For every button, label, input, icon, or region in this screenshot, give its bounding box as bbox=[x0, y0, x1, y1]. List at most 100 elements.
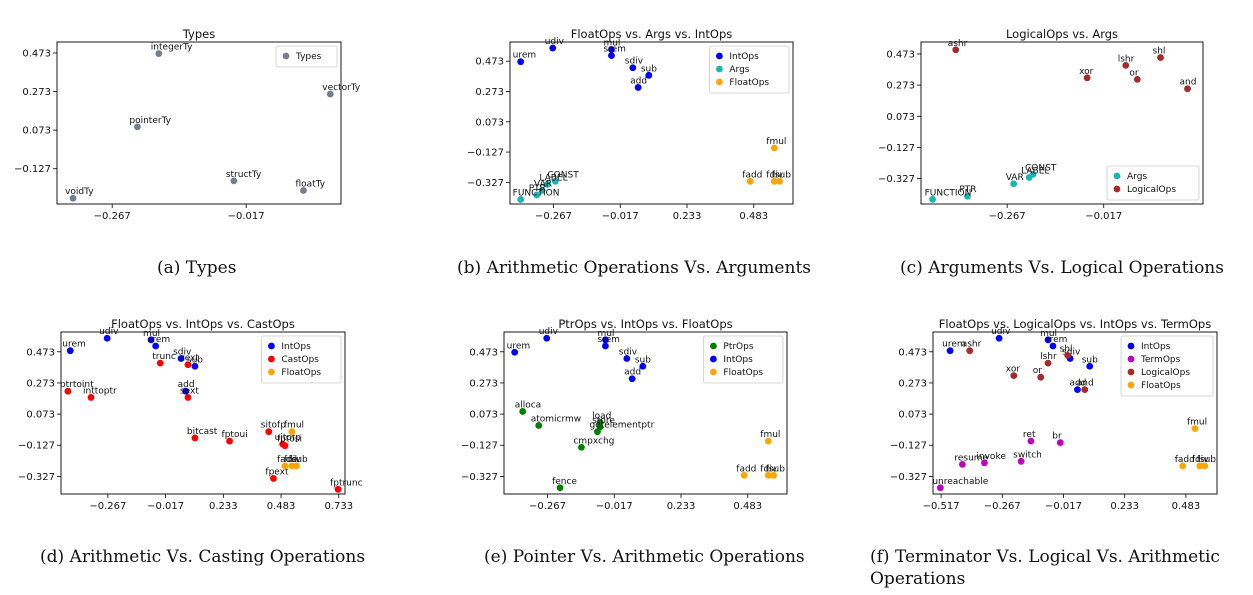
point-label-getelementptr: getelementptr bbox=[589, 421, 654, 431]
point-label-srem: srem bbox=[1045, 335, 1068, 345]
point-inttoptr bbox=[87, 394, 95, 401]
legend-box bbox=[275, 45, 338, 68]
legend-marker-intops bbox=[710, 355, 717, 363]
legend-marker-termops bbox=[1127, 355, 1135, 363]
y-tick-label: 0.073 bbox=[469, 410, 498, 421]
point-label-udiv: udiv bbox=[99, 327, 119, 337]
point-label-sub: sub bbox=[641, 64, 657, 74]
point-label-fence: fence bbox=[552, 477, 577, 487]
point-sdiv bbox=[629, 64, 637, 72]
point-cmpxchg bbox=[578, 443, 585, 451]
point-label-lshr: lshr bbox=[1118, 54, 1135, 64]
point-sitofp bbox=[265, 428, 273, 436]
plot-frame bbox=[56, 41, 342, 205]
point-label-load: load bbox=[592, 411, 611, 421]
legend-label-floatops: FloatOps bbox=[729, 78, 769, 88]
point-or bbox=[1133, 75, 1141, 83]
point-label-trunc: trunc bbox=[152, 352, 176, 362]
point-structty bbox=[230, 177, 238, 185]
point-urem bbox=[511, 348, 519, 356]
point-ptr bbox=[963, 192, 971, 200]
y-tick-label: 0.073 bbox=[898, 410, 927, 421]
x-tick-label: 0.233 bbox=[1110, 501, 1139, 512]
point-br bbox=[1056, 439, 1064, 446]
point-label-mul: mul bbox=[1040, 329, 1057, 339]
point-sub bbox=[1086, 362, 1094, 370]
point-srem bbox=[1049, 342, 1057, 350]
point-fptosi bbox=[281, 442, 289, 450]
point-label bbox=[543, 180, 551, 188]
scatter-chart-arith-cast: FloatOps vs. IntOps vs. CastOps −0.267 −0.… bbox=[18, 317, 363, 512]
chart-panel-a: Types −0.267 −0.017 0.473 0.273 0.073 −0.127 in… bbox=[0, 27, 400, 228]
point-or bbox=[1037, 373, 1045, 381]
point-label-fadd: fadd bbox=[277, 455, 297, 465]
point-label-sdiv: sdiv bbox=[173, 347, 192, 357]
point-label-label: LABEL bbox=[1021, 167, 1049, 177]
point-label-fsub: fsub bbox=[766, 464, 786, 474]
legend-marker-types bbox=[282, 52, 290, 60]
point-label-udiv: udiv bbox=[545, 37, 565, 47]
chart-panel-d: FloatOps vs. IntOps vs. CastOps −0.267 −0.… bbox=[0, 317, 400, 523]
legend-marker-floatops bbox=[716, 78, 723, 86]
point-label-shl: shl bbox=[1153, 47, 1166, 57]
point-mul bbox=[602, 336, 609, 344]
point-label-fmul: fmul bbox=[284, 421, 304, 431]
legend-label-termops: TermOps bbox=[1140, 355, 1181, 365]
point-label-fsub: fsub bbox=[289, 455, 309, 465]
point-label-fdiv: fdiv bbox=[766, 170, 783, 180]
point-var bbox=[538, 186, 546, 194]
y-tick-label: −0.127 bbox=[878, 143, 915, 154]
point-srem bbox=[602, 342, 609, 350]
point-label-srem: srem bbox=[148, 335, 171, 345]
point-label bbox=[1025, 174, 1033, 181]
point-label-add: add bbox=[178, 380, 195, 390]
plot-frame bbox=[932, 331, 1218, 495]
x-tick-label: −0.017 bbox=[602, 211, 639, 222]
x-tick-label: 0.483 bbox=[733, 501, 762, 512]
x-tick-label: −0.267 bbox=[89, 501, 126, 512]
legend-box bbox=[260, 335, 342, 384]
y-tick-label: −0.127 bbox=[890, 441, 927, 452]
point-label-srem: srem bbox=[597, 335, 620, 345]
point-label-fpext: fpext bbox=[265, 467, 289, 477]
legend-label-intops: IntOps bbox=[723, 355, 753, 365]
y-tick-label: −0.327 bbox=[467, 178, 504, 189]
point-label-atomicrmw: atomicrmw bbox=[531, 414, 581, 424]
legend-label-floatops: FloatOps bbox=[1141, 381, 1181, 391]
legend-box bbox=[1106, 165, 1200, 201]
point-fadd bbox=[746, 177, 754, 185]
point-label-var: VAR bbox=[534, 179, 552, 189]
point-label-integerty: integerTy bbox=[151, 43, 193, 53]
point-urem bbox=[517, 58, 525, 66]
point-label-srem: srem bbox=[603, 45, 626, 55]
point-label-xor: xor bbox=[1006, 365, 1021, 375]
point-mul bbox=[147, 336, 155, 344]
point-label-urem: urem bbox=[62, 340, 86, 350]
point-shl bbox=[1157, 54, 1164, 61]
caption-f: (f) Terminator Vs. Logical Vs. Arithmeti… bbox=[870, 547, 1220, 589]
point-mul bbox=[1044, 336, 1052, 344]
legend-marker-intops bbox=[716, 52, 723, 60]
point-udiv bbox=[549, 44, 557, 52]
x-tick-label: −0.267 bbox=[529, 501, 566, 512]
y-tick-label: −0.327 bbox=[18, 472, 55, 483]
point-function bbox=[929, 195, 936, 203]
point-label-ashr: ashr bbox=[948, 39, 968, 49]
point-floatty bbox=[300, 187, 307, 194]
point-fadd bbox=[281, 462, 289, 470]
point-fdiv bbox=[1196, 462, 1204, 470]
point-label-sext: sext bbox=[180, 386, 199, 396]
point-label-or: or bbox=[1033, 366, 1043, 376]
point-fdiv bbox=[770, 177, 778, 185]
point-sdiv bbox=[623, 355, 631, 362]
y-tick-label: 0.273 bbox=[898, 378, 927, 389]
x-tick-label: −0.017 bbox=[228, 211, 265, 222]
legend-marker-logicalops bbox=[1127, 368, 1135, 376]
point-label-cmpxchg: cmpxchg bbox=[573, 436, 614, 446]
point-label-fsub: fsub bbox=[1197, 455, 1217, 465]
x-tick-label: −0.017 bbox=[1045, 501, 1082, 512]
point-label-fadd: fadd bbox=[736, 464, 756, 474]
point-label-fdiv: fdiv bbox=[760, 464, 777, 474]
legend-label-intops: IntOps bbox=[729, 52, 759, 62]
point-and bbox=[1184, 85, 1191, 93]
